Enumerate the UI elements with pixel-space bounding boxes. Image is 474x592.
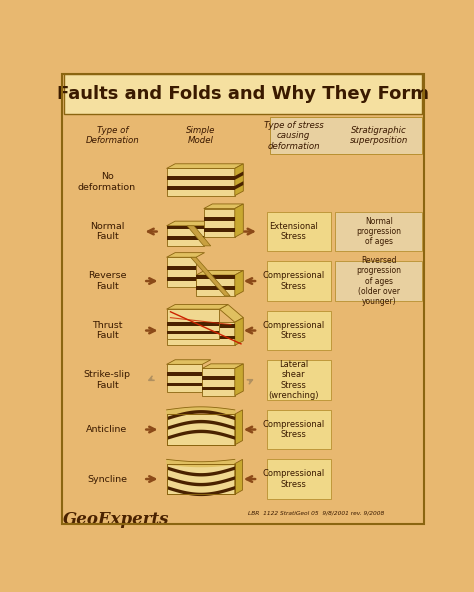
Polygon shape (166, 324, 235, 328)
Polygon shape (219, 304, 243, 322)
Text: Type of
Deformation: Type of Deformation (86, 126, 139, 146)
Polygon shape (196, 275, 235, 279)
Polygon shape (267, 311, 331, 350)
Polygon shape (64, 74, 422, 114)
Polygon shape (166, 322, 235, 345)
Polygon shape (235, 364, 243, 395)
Polygon shape (196, 286, 235, 290)
Text: Simple
Model: Simple Model (186, 126, 215, 146)
Polygon shape (166, 414, 235, 445)
Polygon shape (235, 459, 243, 494)
Polygon shape (204, 204, 243, 208)
Polygon shape (166, 221, 212, 226)
Polygon shape (267, 212, 331, 252)
Polygon shape (235, 181, 243, 189)
Polygon shape (187, 226, 211, 246)
Text: Reversed
progression
of ages
(older over
younger): Reversed progression of ages (older over… (356, 256, 401, 306)
Polygon shape (196, 275, 235, 296)
Text: Anticline: Anticline (86, 425, 128, 434)
Polygon shape (196, 271, 243, 275)
Polygon shape (166, 330, 219, 334)
Polygon shape (267, 459, 331, 499)
Polygon shape (166, 464, 235, 494)
Text: Compressional
Stress: Compressional Stress (263, 321, 325, 340)
Polygon shape (166, 322, 219, 326)
Polygon shape (166, 372, 202, 376)
Text: Normal
Fault: Normal Fault (90, 222, 124, 241)
Text: Compressional
Stress: Compressional Stress (263, 271, 325, 291)
Polygon shape (166, 236, 204, 240)
Text: Stratigraphic
superposition: Stratigraphic superposition (350, 126, 408, 146)
Polygon shape (166, 336, 235, 339)
Polygon shape (166, 304, 228, 309)
Polygon shape (202, 377, 235, 380)
Polygon shape (267, 360, 331, 400)
Text: Syncline: Syncline (87, 475, 127, 484)
Polygon shape (235, 317, 243, 345)
Polygon shape (166, 226, 204, 229)
Polygon shape (204, 217, 235, 221)
Polygon shape (166, 164, 243, 168)
Text: No
deformation: No deformation (78, 172, 136, 192)
Text: Lateral
shear
Stress
(wrenching): Lateral shear Stress (wrenching) (268, 360, 319, 400)
Polygon shape (166, 266, 196, 270)
Polygon shape (202, 368, 235, 395)
Polygon shape (166, 277, 196, 281)
Text: Thrust
Fault: Thrust Fault (92, 321, 122, 340)
Text: Compressional
Stress: Compressional Stress (263, 420, 325, 439)
Polygon shape (166, 382, 202, 386)
Polygon shape (235, 172, 243, 180)
Polygon shape (235, 410, 243, 445)
Text: LBR  1122 StratiGeol 05  9/8/2001 rev. 9/2008: LBR 1122 StratiGeol 05 9/8/2001 rev. 9/2… (248, 510, 384, 516)
Polygon shape (166, 309, 219, 339)
Polygon shape (235, 204, 243, 237)
Text: Faults and Folds and Why They Form: Faults and Folds and Why They Form (57, 85, 429, 103)
Polygon shape (166, 364, 202, 391)
Text: Reverse
Fault: Reverse Fault (88, 271, 126, 291)
Text: GeoExperts: GeoExperts (63, 511, 169, 527)
Polygon shape (335, 212, 422, 252)
Polygon shape (202, 364, 243, 368)
Polygon shape (335, 261, 422, 301)
Text: Strike-slip
Fault: Strike-slip Fault (83, 371, 130, 390)
Polygon shape (166, 360, 211, 364)
Polygon shape (235, 271, 243, 296)
Text: Type of stress
causing
deformation: Type of stress causing deformation (264, 121, 323, 150)
Text: Extensional
Stress: Extensional Stress (269, 222, 318, 241)
Polygon shape (166, 253, 205, 258)
Polygon shape (271, 117, 422, 154)
Polygon shape (166, 186, 235, 189)
Polygon shape (166, 176, 235, 180)
Polygon shape (267, 261, 331, 301)
Text: Compressional
Stress: Compressional Stress (263, 469, 325, 489)
Polygon shape (267, 410, 331, 449)
Polygon shape (191, 258, 230, 296)
Polygon shape (204, 208, 235, 237)
Polygon shape (166, 168, 235, 195)
Polygon shape (204, 228, 235, 231)
Polygon shape (166, 258, 196, 287)
Text: Normal
progression
of ages: Normal progression of ages (356, 217, 401, 246)
Polygon shape (202, 387, 235, 390)
Polygon shape (235, 164, 243, 195)
Polygon shape (166, 226, 204, 246)
